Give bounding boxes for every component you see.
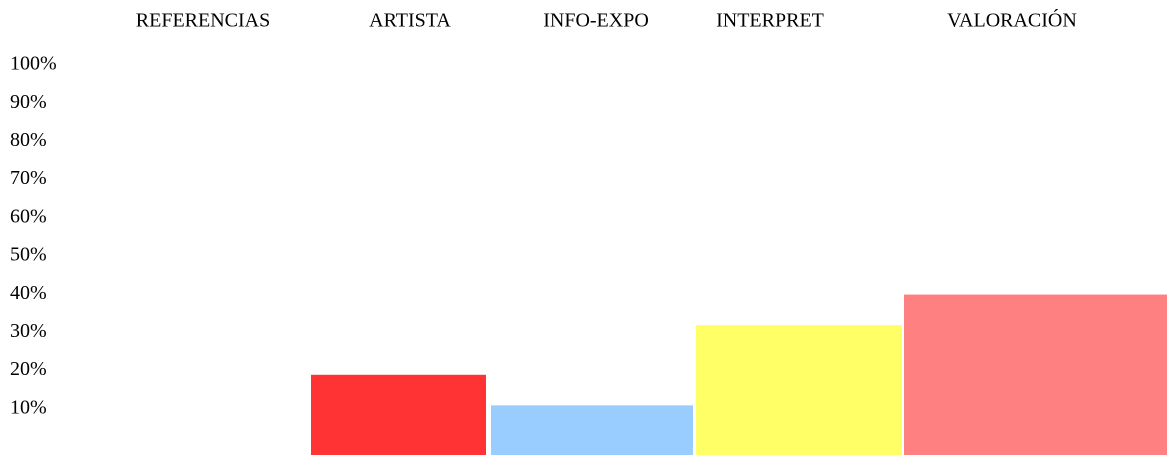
category-label: VALORACIÓN bbox=[947, 8, 1077, 32]
category-label: INFO-EXPO bbox=[543, 10, 649, 32]
bar bbox=[311, 374, 486, 455]
bar bbox=[904, 294, 1167, 455]
bar bbox=[696, 325, 902, 455]
y-tick-label: 50% bbox=[10, 244, 47, 266]
category-label: INTERPRET bbox=[716, 10, 824, 32]
y-tick-label: 20% bbox=[10, 358, 47, 380]
bar bbox=[491, 405, 693, 455]
y-tick-label: 90% bbox=[10, 91, 47, 113]
y-tick-label: 100% bbox=[10, 53, 57, 75]
y-tick-label: 30% bbox=[10, 320, 47, 342]
y-tick-label: 40% bbox=[10, 282, 47, 304]
category-label: ARTISTA bbox=[369, 10, 451, 32]
y-tick-label: 60% bbox=[10, 205, 47, 227]
y-tick-label: 10% bbox=[10, 396, 47, 418]
y-tick-label: 70% bbox=[10, 167, 47, 189]
y-tick-label: 80% bbox=[10, 129, 47, 151]
category-label: REFERENCIAS bbox=[136, 10, 270, 32]
